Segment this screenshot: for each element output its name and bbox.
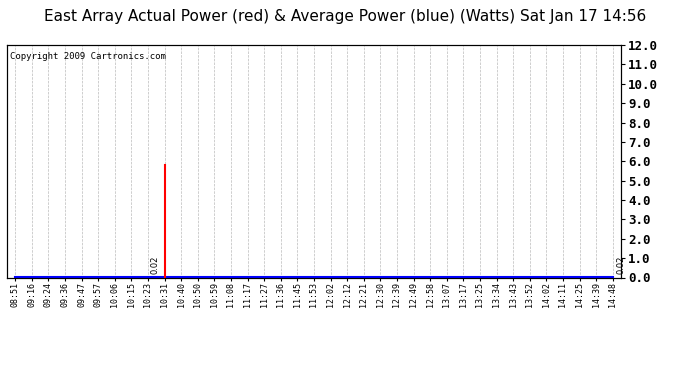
Text: Copyright 2009 Cartronics.com: Copyright 2009 Cartronics.com (10, 52, 166, 61)
Text: 0.02: 0.02 (150, 256, 159, 274)
Text: 0.02: 0.02 (616, 256, 626, 274)
Text: East Array Actual Power (red) & Average Power (blue) (Watts) Sat Jan 17 14:56: East Array Actual Power (red) & Average … (44, 9, 646, 24)
